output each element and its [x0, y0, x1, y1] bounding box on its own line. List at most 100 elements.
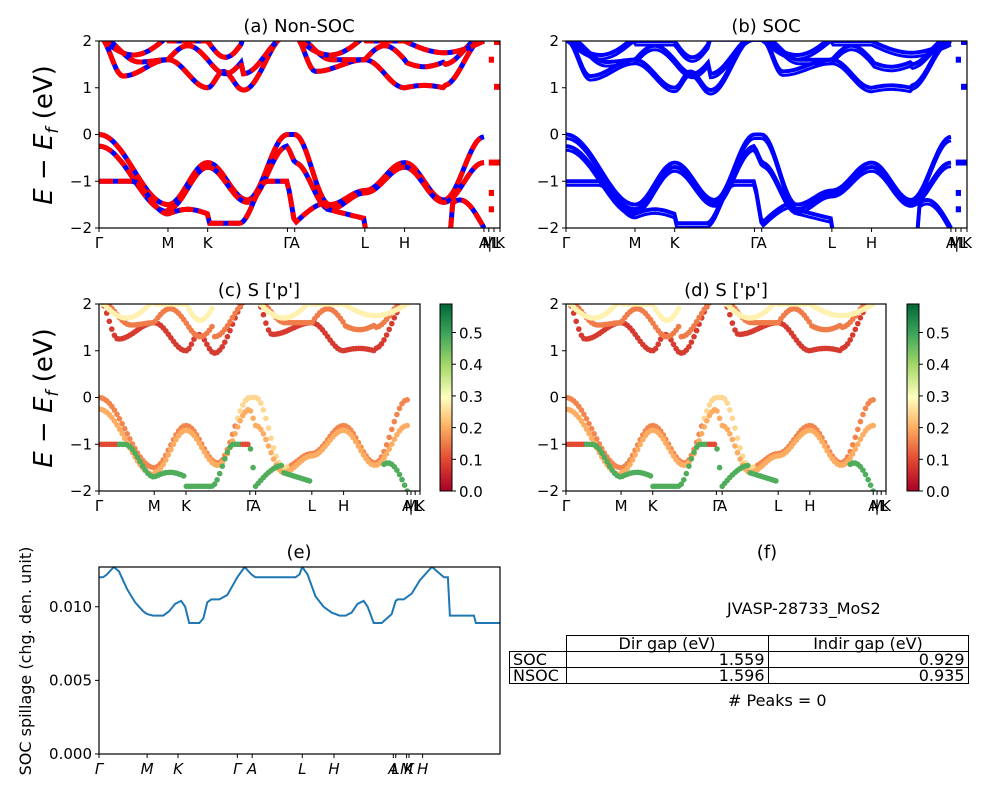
- projection-point: [686, 463, 692, 470]
- projection-point: [724, 426, 731, 433]
- xtick-label: K: [670, 234, 681, 252]
- projection-point: [399, 476, 405, 483]
- projection-point: [847, 455, 853, 461]
- xtick-label: M: [400, 760, 413, 778]
- projection-point: [165, 452, 172, 458]
- xtick-label: K: [181, 497, 192, 515]
- projection-point: [862, 405, 869, 412]
- projection-point: [588, 425, 595, 432]
- projection-point: [394, 467, 400, 474]
- nonsoc-band-line: [101, 41, 485, 93]
- panel-a: (a) Non-SOC 210−1−2 Γ M K ΓA L H AM|LK E − Ef …: [29, 16, 506, 252]
- projection-point: [317, 493, 323, 499]
- projection-point: [114, 422, 120, 428]
- projection-point: [821, 443, 828, 449]
- projection-point: [327, 493, 333, 499]
- projection-point: [391, 436, 398, 443]
- soc-band-line: [568, 41, 952, 60]
- nonsoc-band-line: [99, 143, 485, 215]
- projection-point: [783, 493, 789, 499]
- projection-point: [376, 493, 382, 499]
- ytick-label: 1: [82, 79, 92, 97]
- projection-point: [358, 493, 364, 499]
- panel-c: (c) S ['p'] 210−1−2 Γ M K ΓA L H AM|LK E − Ef …: [29, 280, 483, 515]
- projection-point: [566, 298, 572, 304]
- spillage-line: [99, 567, 500, 624]
- xtick-label: |L: [408, 497, 422, 515]
- projection-point: [268, 449, 274, 456]
- projection-point: [586, 420, 592, 427]
- ytick-label: 0.000: [49, 745, 92, 763]
- projection-point: [629, 457, 636, 463]
- projection-point: [214, 477, 220, 483]
- ytick-label: 1: [82, 342, 92, 360]
- projection-point: [727, 311, 733, 318]
- projection-point: [857, 418, 864, 425]
- projection-point: [599, 450, 605, 456]
- panel-a-ylabel: E − Ef (eV): [29, 65, 63, 205]
- projection-point: [361, 493, 367, 499]
- projection-point: [358, 447, 364, 454]
- projection-point: [576, 326, 582, 332]
- ytick-label: 1: [549, 342, 559, 360]
- projection-point: [363, 493, 369, 499]
- projection-point: [232, 430, 238, 437]
- xtick-label: M: [161, 234, 174, 252]
- colorbar-tick-label: 0.2: [926, 420, 950, 438]
- xtick-label: H: [417, 760, 428, 778]
- projection-point: [849, 332, 856, 338]
- projection-point: [121, 425, 128, 432]
- projection-point: [837, 493, 843, 499]
- ytick-label: −1: [70, 435, 92, 453]
- projection-point: [237, 418, 243, 424]
- projection-point: [617, 298, 623, 304]
- colorbar-tick-label: 0.3: [459, 388, 483, 406]
- projection-point: [698, 430, 705, 437]
- projection-point: [794, 493, 800, 499]
- projection-point: [852, 326, 859, 333]
- projection-point: [698, 310, 705, 317]
- xtick-label: |L: [487, 234, 501, 252]
- projection-point: [255, 396, 261, 402]
- panel-a-title: (a) Non-SOC: [243, 16, 354, 37]
- colorbar-tick-label: 0.0: [926, 483, 950, 501]
- projection-point: [847, 337, 853, 343]
- projection-point: [729, 415, 736, 422]
- xtick-label: A: [717, 497, 728, 515]
- nonsoc-band-line: [99, 178, 487, 228]
- xtick-label: H: [866, 234, 877, 252]
- projection-point: [819, 493, 825, 499]
- projection-point: [822, 493, 828, 499]
- projection-point: [258, 426, 264, 433]
- gap-table-cell: 0.935: [767, 667, 969, 684]
- projection-point: [734, 435, 741, 442]
- xtick-label: L: [774, 497, 783, 515]
- projection-point: [168, 446, 174, 453]
- material-id: JVASP-28733_MoS2: [727, 599, 881, 618]
- panel-b-bands: [566, 41, 967, 228]
- projection-point: [563, 297, 569, 303]
- xtick-label: L: [392, 760, 400, 778]
- projection-point: [270, 456, 277, 462]
- xtick-label: A: [402, 497, 413, 515]
- xtick-label: H: [338, 497, 349, 515]
- xtick-label: Γ: [246, 497, 255, 515]
- projection-point: [368, 493, 374, 499]
- panel-c-ylabel: E − Ef (eV): [29, 328, 63, 468]
- projection-point: [637, 441, 643, 448]
- xtick-label: Γ: [562, 497, 571, 515]
- projection-point: [849, 451, 856, 457]
- ytick-label: −2: [537, 219, 559, 237]
- projection-point: [647, 473, 654, 479]
- projection-point: [578, 407, 585, 413]
- ytick-label: 2: [549, 32, 559, 50]
- projection-point: [860, 411, 866, 418]
- projection-point: [827, 493, 833, 499]
- projection-point: [389, 441, 395, 448]
- ytick-label: −2: [70, 482, 92, 500]
- xtick-label: A: [246, 760, 257, 778]
- projection-point: [604, 458, 610, 465]
- panel-c-bands: [99, 304, 411, 499]
- projection-point: [160, 461, 166, 468]
- projection-point: [870, 397, 876, 403]
